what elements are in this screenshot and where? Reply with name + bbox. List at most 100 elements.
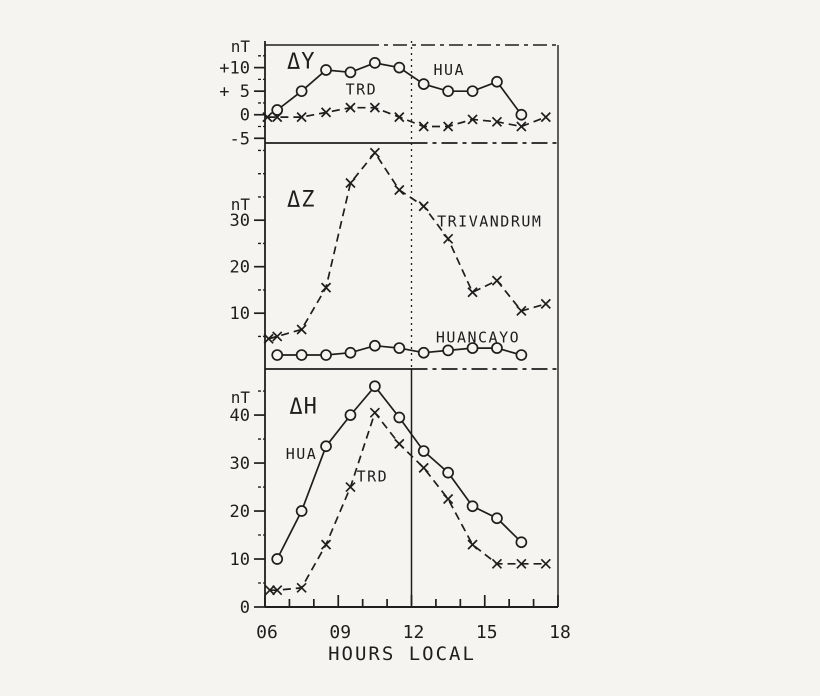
series-huancayo: HUANCAYO (271, 328, 528, 361)
series-hua: HUA (271, 380, 528, 565)
axis-unit-label: nT (231, 388, 251, 407)
panel-delta-z: 30 20 10 nT ΔZ TRIVANDRUM HUANCAYO (230, 143, 558, 370)
x-marker (394, 111, 405, 123)
circle-marker (295, 505, 308, 517)
x-marker (516, 558, 527, 569)
circle-marker (369, 57, 381, 69)
x-marker (467, 539, 478, 550)
series-label-hua: HUA (433, 61, 465, 79)
x-marker (272, 331, 283, 342)
circle-marker (417, 78, 430, 90)
y-tick-label: +10 (219, 59, 250, 79)
y-tick-label: 0 (240, 106, 250, 126)
panel-delta-y: +10 + 5 0 -5 nT ΔY HUA TRD (219, 37, 558, 149)
x-marker (443, 233, 454, 244)
series-label-trd: TRD (346, 80, 378, 98)
y-tick-label: 0 (240, 598, 250, 618)
y-tick-label: 30 (230, 211, 250, 231)
circle-marker (442, 85, 454, 98)
circle-marker (271, 553, 284, 565)
circle-marker (295, 349, 308, 361)
series-hua: HUA (271, 57, 528, 121)
x-marker (467, 287, 478, 298)
circle-marker (491, 75, 503, 88)
x-tick-label: 12 (403, 622, 425, 643)
circle-marker (515, 536, 528, 549)
panel-title: ΔH (289, 395, 318, 420)
x-marker (272, 585, 283, 596)
y-tick-label: 20 (230, 502, 250, 522)
x-marker (369, 147, 380, 158)
series-label-trivandrum: TRIVANDRUM (437, 213, 542, 231)
x-marker (540, 111, 551, 123)
panel-title: ΔZ (287, 188, 316, 213)
circle-marker (271, 349, 284, 361)
y-tick-label: -5 (230, 129, 250, 149)
series-label-hua: HUA (286, 445, 318, 463)
series-label-huancayo: HUANCAYO (436, 328, 520, 346)
x-marker (369, 407, 380, 418)
x-marker (491, 116, 503, 127)
x-marker (369, 102, 380, 113)
y-tick-label: 10 (230, 304, 250, 324)
x-axis-title: HOURS LOCAL (328, 643, 476, 665)
y-tick-label: 40 (230, 406, 250, 426)
y-tick-label: 20 (230, 258, 250, 278)
y-tick-label: 30 (230, 454, 250, 474)
x-tick-label: 09 (329, 622, 351, 643)
x-marker (264, 585, 275, 596)
circle-marker (466, 85, 479, 98)
panel-delta-h: 40 30 20 10 0 nT ΔH HUA TRD (230, 369, 551, 618)
series-trd: TRD (264, 407, 551, 596)
circle-marker (466, 342, 479, 354)
x-marker (467, 114, 478, 125)
circle-marker (393, 411, 406, 424)
circle-marker (320, 349, 332, 361)
x-tick-label: 06 (256, 622, 278, 643)
x-marker (540, 298, 551, 309)
x-marker (272, 111, 283, 123)
circle-marker (515, 349, 528, 361)
circle-marker (393, 342, 406, 354)
circle-marker (271, 104, 284, 116)
circle-marker (295, 85, 308, 98)
circle-marker (442, 344, 454, 357)
circle-marker (344, 409, 357, 421)
x-marker (394, 184, 405, 196)
x-marker (296, 111, 307, 123)
x-marker (320, 107, 332, 118)
x-marker (491, 558, 503, 569)
circle-marker (417, 346, 430, 359)
x-marker (516, 121, 527, 132)
x-marker (394, 438, 405, 449)
series-trivandrum: TRIVANDRUM (263, 147, 551, 344)
circle-marker (344, 66, 357, 79)
circle-marker (320, 440, 332, 453)
x-marker (491, 275, 503, 286)
x-tick-label: 15 (476, 622, 498, 643)
x-marker (345, 102, 356, 113)
x-marker (540, 558, 551, 569)
x-marker (345, 481, 356, 493)
axis-unit-label: nT (231, 195, 251, 214)
circle-marker (515, 108, 528, 121)
circle-marker (466, 500, 479, 513)
axes-frame: 06 09 12 15 18 HOURS LOCAL (256, 41, 571, 665)
panel-title: ΔY (287, 50, 316, 75)
y-tick-label: + 5 (219, 82, 250, 102)
series-trd: TRD (262, 80, 551, 132)
circle-marker (320, 64, 332, 76)
y-tick-label: 10 (230, 550, 250, 570)
x-marker (345, 177, 356, 189)
x-marker (418, 121, 429, 132)
x-marker (443, 121, 454, 132)
x-marker (296, 582, 307, 593)
circle-marker (369, 339, 381, 352)
axis-unit-label: nT (231, 37, 251, 56)
x-marker (320, 282, 332, 293)
x-marker (516, 305, 527, 316)
series-label-trd: TRD (357, 467, 389, 485)
